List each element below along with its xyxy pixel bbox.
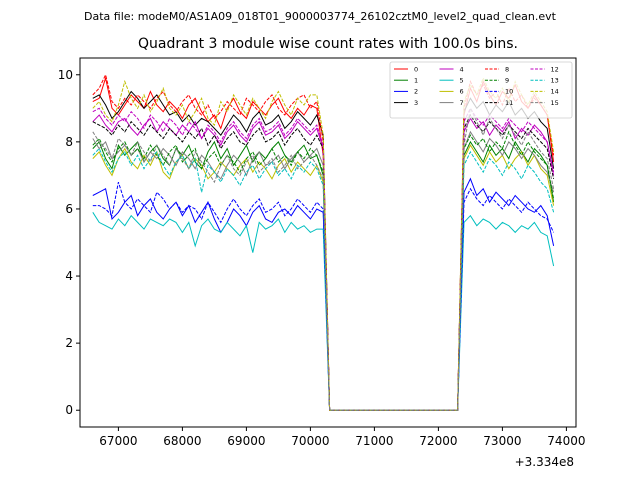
legend-label-4: 4 (460, 65, 464, 73)
x-tick-label: 72000 (419, 434, 457, 448)
legend-label-7: 7 (460, 99, 464, 107)
x-tick-label: 67000 (99, 434, 137, 448)
legend-label-0: 0 (414, 65, 418, 73)
y-tick-label: 0 (65, 403, 73, 417)
legend-label-9: 9 (505, 77, 509, 85)
legend-label-2: 2 (414, 88, 418, 96)
series-line-9 (92, 130, 555, 411)
figure-suptitle: Data file: modeM0/AS1A09_018T01_90000037… (84, 10, 557, 23)
x-tick-label: 73000 (483, 434, 521, 448)
x-tick-label: 68000 (163, 434, 201, 448)
y-tick-label: 4 (65, 269, 73, 283)
axes-frame (79, 57, 577, 428)
legend-label-1: 1 (414, 77, 418, 85)
legend-label-15: 15 (551, 99, 559, 107)
x-tick-label: 69000 (227, 434, 265, 448)
y-tick-label: 10 (58, 68, 73, 82)
legend-label-12: 12 (551, 65, 559, 73)
legend-label-5: 5 (460, 77, 464, 85)
legend-label-11: 11 (505, 99, 513, 107)
x-tick-label: 71000 (355, 434, 393, 448)
series-line-5 (92, 212, 555, 411)
x-offset-label: +3.334e8 (515, 455, 574, 469)
legend-label-13: 13 (551, 77, 559, 85)
y-tick-label: 6 (65, 202, 73, 216)
y-tick-label: 2 (65, 336, 73, 350)
x-tick-label: 74000 (547, 434, 585, 448)
legend-label-14: 14 (551, 88, 559, 96)
series-line-15 (92, 106, 555, 411)
legend-label-3: 3 (414, 99, 418, 107)
axis-ticks-group: 67000 68000 69000 70000 71000 72000 73000 74000… (58, 68, 586, 448)
y-tick-label: 8 (65, 135, 73, 149)
legend-label-10: 10 (505, 88, 513, 96)
legend-box (389, 61, 573, 119)
x-tick-label: 70000 (291, 434, 329, 448)
legend-label-8: 8 (505, 65, 509, 73)
series-line-10 (92, 181, 555, 411)
chart-title: Quadrant 3 module wise count rates with … (138, 36, 518, 52)
legend-label-6: 6 (460, 88, 464, 96)
